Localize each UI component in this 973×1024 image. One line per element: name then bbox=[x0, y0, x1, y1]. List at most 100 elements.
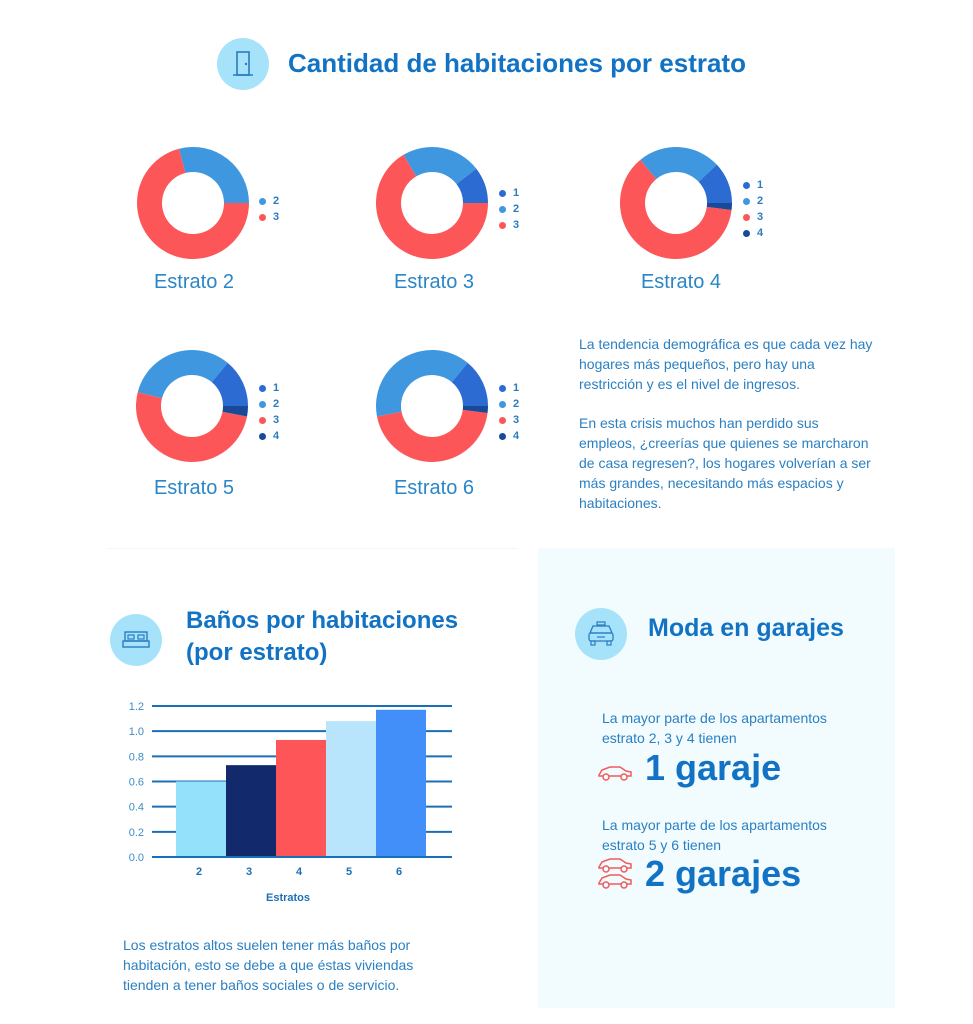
legend-label: 1 bbox=[273, 382, 280, 394]
legend-label: 3 bbox=[757, 211, 764, 223]
x-axis-label: Estratos bbox=[266, 892, 310, 904]
page-title: Cantidad de habitaciones por estrato bbox=[288, 48, 746, 78]
legend-dot bbox=[499, 432, 506, 440]
donut-title: Estrato 6 bbox=[393, 477, 475, 499]
donut-slice-2 bbox=[403, 146, 477, 184]
donut-slice-2 bbox=[137, 350, 228, 399]
intro-paragraph-2: En esta crisis muchos han perdido sus em… bbox=[579, 415, 871, 511]
banos-title-line1: Baños por habitaciones bbox=[186, 607, 459, 634]
donut-title: Estrato 4 bbox=[640, 271, 722, 293]
legend-label: 3 bbox=[513, 219, 520, 231]
x-tick-label: 3 bbox=[246, 866, 252, 878]
garajes-text-1: La mayor parte de los apartamentos estra… bbox=[602, 710, 827, 746]
legend-item: 2 bbox=[499, 201, 519, 217]
legend-label: 2 bbox=[513, 398, 520, 410]
donut-legend: 1 2 3 4 bbox=[259, 380, 279, 444]
y-tick-label: 0.0 bbox=[129, 852, 144, 864]
y-tick-label: 0.2 bbox=[129, 827, 144, 839]
two-cars-icon bbox=[598, 858, 632, 889]
legend-dot bbox=[499, 205, 506, 213]
donut-slice-1 bbox=[211, 362, 249, 406]
donut-legend: 1 2 3 bbox=[499, 185, 519, 233]
garajes-value-1: 1 garaje bbox=[645, 747, 782, 788]
donut-slice-3 bbox=[619, 159, 732, 260]
legend-dot bbox=[499, 189, 506, 197]
legend-dot bbox=[259, 400, 266, 408]
donut-slice-3 bbox=[137, 148, 249, 259]
legend-dot bbox=[743, 229, 750, 237]
legend-label: 4 bbox=[273, 430, 280, 442]
legend-label: 4 bbox=[757, 227, 764, 239]
y-tick-label: 1.2 bbox=[129, 701, 144, 713]
donut-title: Estrato 2 bbox=[153, 271, 235, 293]
intro-paragraph-1: La tendencia demográfica es que cada vez… bbox=[579, 336, 873, 392]
donut-slice-2 bbox=[376, 350, 468, 417]
legend-item: 1 bbox=[499, 380, 519, 396]
legend-label: 3 bbox=[273, 414, 280, 426]
legend-item: 4 bbox=[259, 428, 279, 444]
legend-dot bbox=[743, 181, 750, 189]
x-tick-label: 5 bbox=[346, 866, 352, 878]
legend-item: 3 bbox=[743, 209, 763, 225]
legend-dot bbox=[259, 213, 266, 221]
bar-estrato-6 bbox=[376, 709, 426, 856]
legend-dot bbox=[499, 221, 506, 229]
donut-slice-1 bbox=[456, 168, 488, 203]
donut-slice-3 bbox=[376, 154, 488, 260]
legend-item: 4 bbox=[743, 225, 763, 241]
legend-label: 1 bbox=[513, 187, 520, 199]
garajes-title: Moda en garajes bbox=[648, 614, 844, 642]
banos-note: Los estratos altos suelen tener más baño… bbox=[123, 937, 414, 993]
legend-dot bbox=[499, 400, 506, 408]
donut-slice-1 bbox=[451, 362, 488, 406]
donut-slice-3 bbox=[376, 409, 488, 463]
door-icon bbox=[233, 51, 253, 76]
y-tick-label: 1.0 bbox=[129, 726, 144, 738]
legend-item: 2 bbox=[499, 396, 519, 412]
taxi-icon-badge bbox=[575, 608, 627, 660]
bed-icon bbox=[122, 631, 150, 648]
bar-estrato-2 bbox=[176, 781, 226, 856]
y-tick-label: 0.8 bbox=[129, 751, 144, 763]
garajes-text-2: La mayor parte de los apartamentos estra… bbox=[602, 817, 827, 853]
x-tick-label: 4 bbox=[296, 866, 303, 878]
donut-title: Estrato 5 bbox=[153, 477, 235, 499]
legend-item: 2 bbox=[259, 193, 279, 209]
donut-slice-2 bbox=[640, 147, 717, 182]
legend-dot bbox=[499, 384, 506, 392]
donut-legend: 1 2 3 4 bbox=[499, 380, 519, 444]
section-divider bbox=[108, 548, 518, 549]
legend-item: 1 bbox=[499, 185, 519, 201]
legend-dot bbox=[499, 416, 506, 424]
legend-dot bbox=[259, 432, 266, 440]
legend-label: 3 bbox=[273, 211, 280, 223]
legend-item: 2 bbox=[259, 396, 279, 412]
legend-item: 4 bbox=[499, 428, 519, 444]
legend-dot bbox=[259, 416, 266, 424]
x-tick-label: 2 bbox=[196, 866, 202, 878]
y-tick-label: 0.6 bbox=[129, 777, 144, 789]
legend-item: 1 bbox=[259, 380, 279, 396]
donut-title: Estrato 3 bbox=[393, 271, 475, 293]
legend-label: 2 bbox=[273, 195, 280, 207]
donut-slice-2 bbox=[179, 146, 249, 203]
bar-estrato-5 bbox=[326, 721, 376, 856]
donut-slice-3 bbox=[136, 392, 248, 462]
legend-dot bbox=[259, 197, 266, 205]
bed-icon-badge bbox=[110, 614, 162, 666]
donut-slice-1 bbox=[698, 164, 732, 203]
x-tick-label: 6 bbox=[396, 866, 402, 878]
legend-item: 3 bbox=[259, 209, 279, 225]
donut-legend: 1 2 3 4 bbox=[743, 177, 763, 241]
door-icon-badge bbox=[217, 38, 269, 90]
legend-item: 2 bbox=[743, 193, 763, 209]
legend-item: 3 bbox=[499, 217, 519, 233]
garajes-value-2: 2 garajes bbox=[645, 853, 802, 894]
donut-slice-4 bbox=[462, 406, 488, 414]
legend-dot bbox=[743, 213, 750, 221]
taxi-icon bbox=[588, 621, 614, 646]
bar-chart: 0.0 0.2 0.4 0.6 0.8 1.0 1.2 2 3 4 5 6 Estratos bbox=[129, 701, 452, 904]
legend-item: 3 bbox=[499, 412, 519, 428]
donut-slice-4 bbox=[222, 406, 248, 417]
